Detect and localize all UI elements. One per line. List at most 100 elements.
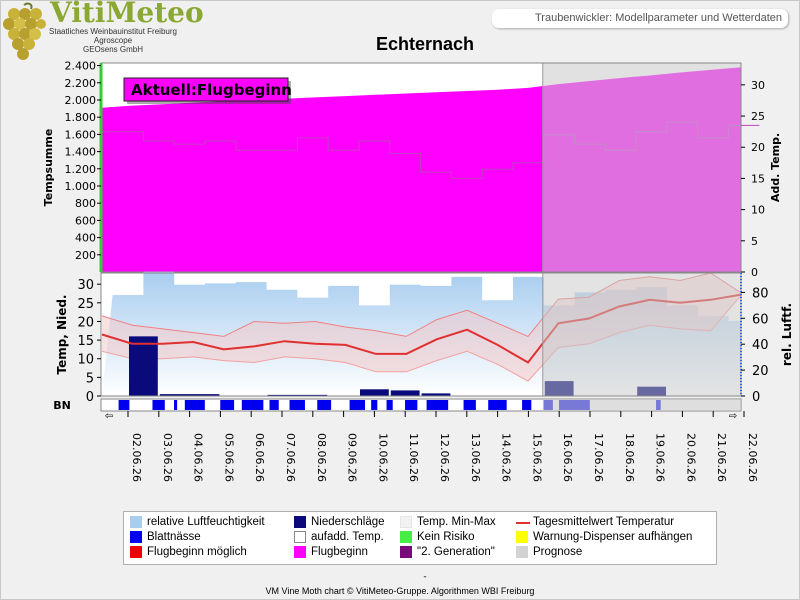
y-tick-label-left: 15 — [77, 334, 94, 349]
x-tick-label: 06.06.26 — [253, 433, 266, 482]
bn-label: BN — [53, 399, 71, 412]
x-tick-label: 13.06.26 — [469, 433, 482, 482]
x-tick-label: 05.06.26 — [222, 433, 235, 482]
forecast-overlay-top — [542, 63, 741, 272]
date-axis: 02.06.26 03.06.26 04.06.26 05.06.26 06.06.26… — [127, 411, 759, 482]
x-tick-label: 12.06.26 — [438, 433, 451, 482]
bn-strip: BN ⇦ ⇨ — [53, 398, 742, 422]
x-tick-label: 04.06.26 — [192, 433, 205, 482]
y-tick-label-left: 800 — [75, 197, 96, 210]
leaf-wetness-segment — [426, 400, 449, 410]
y-tick-label-left: 400 — [75, 232, 96, 245]
y-tick-label-right: 60 — [752, 312, 769, 327]
x-tick-label: 18.06.26 — [623, 433, 636, 482]
y-tick-label-left: 2.200 — [65, 77, 97, 90]
scroll-left-icon: ⇦ — [105, 411, 113, 422]
leaf-wetness-segment — [488, 400, 507, 410]
y-tick-label-left: 10 — [77, 353, 94, 368]
legend-label: relative Luftfeuchtigkeit — [147, 516, 265, 528]
legend-label: Warnung-Dispenser aufhängen — [533, 531, 693, 543]
leaf-wetness-segment — [118, 400, 130, 410]
precip-bar — [421, 393, 451, 396]
x-tick-label: 07.06.26 — [284, 433, 297, 482]
scroll-right-icon: ⇨ — [729, 411, 737, 422]
y-tick-label-right: 0 — [752, 390, 760, 405]
x-tick-label: 20.06.26 — [684, 433, 697, 482]
annotation-box — [123, 77, 289, 102]
y-tick-label-left: 600 — [75, 214, 96, 227]
y-tick-label-left: 20 — [77, 315, 94, 330]
annotation-text: Aktuell:Flugbeginn — [131, 81, 292, 99]
legend-swatch — [294, 516, 306, 528]
legend-swatch — [130, 546, 142, 558]
legend-label: Flugbeginn — [311, 546, 368, 558]
legend-swatch — [516, 531, 528, 543]
precip-bar — [129, 336, 158, 396]
top-panel: 2004006008001.0001.2001.4001.6001.8002.0… — [42, 60, 782, 279]
leaf-wetness-segment — [241, 400, 264, 410]
x-tick-label: 11.06.26 — [407, 433, 420, 482]
y-tick-label-left: 0 — [86, 390, 94, 405]
y-tick-label-right: 20 — [751, 141, 765, 154]
x-tick-label: 19.06.26 — [654, 433, 667, 482]
x-tick-label: 15.06.26 — [530, 433, 543, 482]
leaf-wetness-segment — [174, 400, 178, 410]
precip-bar — [360, 389, 389, 396]
y-tick-label-right: 20 — [752, 364, 769, 379]
x-tick-label: 10.06.26 — [376, 433, 389, 482]
legend-swatch — [294, 531, 306, 543]
leaf-wetness-segment — [184, 400, 205, 410]
precip-bar — [390, 390, 420, 396]
chart-title: Echternach — [375, 34, 475, 54]
legend-swatch — [400, 516, 412, 528]
y-tick-label-right: 15 — [751, 172, 765, 185]
bottom-plot-frame — [100, 272, 742, 397]
leaf-wetness-segment — [152, 400, 165, 410]
leaf-wetness-segment — [349, 400, 365, 410]
legend-label: aufadd. Temp. — [311, 531, 384, 543]
bottom-panel: 0 5 10 15 20 25 30 0 20 40 60 80 Temp, Nied. rel. Luf… — [55, 271, 794, 405]
forecast-overlay-bottom — [542, 273, 741, 396]
legend-swatch — [130, 531, 142, 543]
legend-label: Prognose — [533, 546, 583, 558]
y-tick-label-left: 1.200 — [65, 163, 97, 176]
logo-line-2: Agroscope — [93, 36, 133, 45]
x-tick-label: 22.06.26 — [746, 433, 759, 482]
legend-label: Tagesmittelwert Temperatur — [533, 516, 675, 528]
logo-line-3: GEOsens GmbH — [82, 45, 143, 54]
y-tick-label-right: 80 — [752, 286, 769, 301]
y-tick-label-right: 25 — [751, 110, 765, 123]
vitimeteo-logo: VitiMeteo Staatliches Weinbauinstitut Fr… — [2, 0, 204, 64]
y-tick-label-left: 5 — [86, 371, 94, 386]
top-ylabel-right: Add. Temp. — [769, 133, 782, 202]
grape-icon — [3, 2, 46, 60]
y-tick-label-left: 30 — [77, 278, 94, 293]
leaf-wetness-segment — [289, 400, 305, 410]
x-tick-label: 02.06.26 — [130, 433, 143, 482]
y-tick-label-right: 0 — [751, 266, 758, 279]
forecast-overlay-bn — [542, 399, 741, 411]
x-tick-label: 16.06.26 — [561, 433, 574, 482]
logo-title: VitiMeteo — [50, 0, 204, 29]
y-tick-label-left: 2.000 — [65, 94, 97, 107]
legend-label: Kein Risiko — [417, 531, 475, 543]
y-tick-label-left: 1.800 — [65, 111, 97, 124]
y-tick-label-left: 1.600 — [65, 128, 97, 141]
precip-bar — [267, 394, 328, 396]
leaf-wetness-segment — [463, 400, 476, 410]
legend-swatch — [516, 546, 528, 558]
legend-label: Blattnässe — [147, 531, 201, 543]
legend-swatch — [516, 522, 530, 524]
legend-swatch — [400, 546, 412, 558]
leaf-wetness-segment — [405, 400, 418, 410]
legend-swatch — [400, 531, 412, 543]
bottom-ylabel-left: Temp, Nied. — [55, 294, 69, 374]
logo-line-1: Staatliches Weinbauinstitut Freiburg — [49, 27, 177, 36]
y-tick-label-left: 200 — [75, 249, 96, 262]
x-tick-label: 14.06.26 — [500, 433, 513, 482]
footer-dash: - — [423, 572, 427, 582]
legend-label: Niederschläge — [311, 516, 385, 528]
y-tick-label-right: 5 — [751, 235, 758, 248]
x-tick-label: 21.06.26 — [715, 433, 728, 482]
precip-bar — [159, 394, 220, 396]
